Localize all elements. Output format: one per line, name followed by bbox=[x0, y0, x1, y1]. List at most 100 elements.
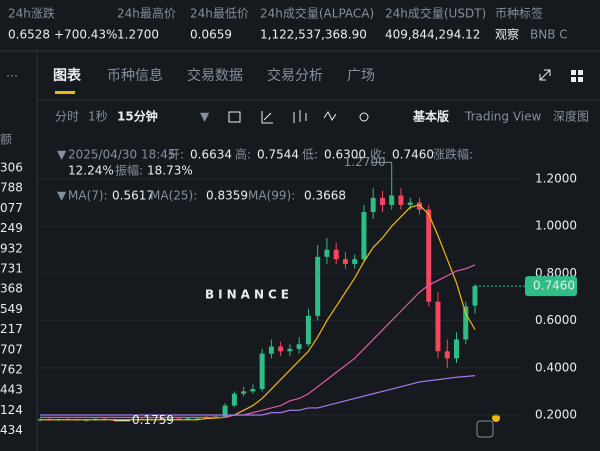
tab[interactable]: 交易数据 bbox=[187, 67, 243, 84]
candle-body bbox=[389, 195, 395, 205]
sidebar-value: 124 bbox=[0, 403, 23, 417]
candle-body bbox=[435, 301, 441, 352]
ma-line bbox=[40, 264, 476, 418]
tab[interactable]: 币种信息 bbox=[107, 67, 163, 84]
y-tick-label: 0.2000 bbox=[535, 408, 577, 422]
sidebar-value: 077 bbox=[0, 201, 23, 215]
candle-body bbox=[278, 346, 284, 352]
min-label: 0.1759 bbox=[132, 413, 174, 427]
sidebar-value: 762 bbox=[0, 363, 23, 377]
interval[interactable]: 15分钟 bbox=[117, 109, 158, 124]
candle-body bbox=[185, 418, 191, 420]
sidebar-header: 额 bbox=[0, 133, 12, 147]
candle-body bbox=[296, 344, 302, 349]
info-value: 0.6300 bbox=[324, 148, 366, 162]
y-tick-label: 0.4000 bbox=[535, 360, 577, 374]
candle-body bbox=[361, 211, 367, 260]
tab[interactable]: 交易分析 bbox=[267, 67, 323, 84]
sidebar-value: 443 bbox=[0, 383, 23, 397]
tag[interactable]: BNB C bbox=[530, 28, 568, 42]
candle-body bbox=[259, 353, 265, 390]
stat-change: +700.43% bbox=[54, 28, 117, 42]
candle-body bbox=[333, 249, 339, 260]
sidebar-value: 249 bbox=[0, 221, 23, 235]
tool-icons[interactable] bbox=[228, 110, 369, 124]
stat-value: 0.0659 bbox=[190, 28, 232, 42]
candle-body bbox=[472, 286, 478, 306]
dropdown-arrow[interactable]: ▼ bbox=[200, 110, 210, 124]
sidebar-value: 217 bbox=[0, 322, 23, 336]
sidebar-value: 932 bbox=[0, 241, 23, 255]
stat-value: 0.6528 bbox=[8, 28, 50, 42]
info-value: 0.7544 bbox=[257, 148, 299, 162]
y-tick-label: 0.6000 bbox=[535, 313, 577, 327]
info-label: 涨跌幅: bbox=[433, 147, 473, 162]
candle-body bbox=[444, 351, 450, 359]
collapse-arrow[interactable]: ▼ bbox=[57, 189, 67, 203]
candle-body bbox=[352, 259, 358, 264]
candle-body bbox=[268, 346, 274, 354]
interval[interactable]: 1秒 bbox=[88, 110, 108, 124]
stat-value: 1.2700 bbox=[117, 28, 159, 42]
candle-body bbox=[370, 197, 376, 212]
ma-value: 0.8359 bbox=[206, 189, 248, 203]
stat-label: 24h成交量(USDT) bbox=[385, 6, 486, 21]
candle-body bbox=[287, 348, 293, 352]
tag[interactable]: 观察 bbox=[495, 28, 519, 42]
sidebar-value: 788 bbox=[0, 181, 23, 195]
sidebar-value: 306 bbox=[0, 161, 23, 175]
candle-body bbox=[416, 202, 422, 210]
candle-body bbox=[241, 391, 247, 394]
candle-body bbox=[167, 418, 173, 420]
ma-label: MA(7): bbox=[68, 189, 108, 203]
info-time: 2025/04/30 18:45 bbox=[68, 148, 176, 162]
tab[interactable]: 广场 bbox=[347, 68, 375, 84]
info-value: 0.6634 bbox=[190, 148, 232, 162]
fullscreen-icon[interactable] bbox=[539, 69, 551, 81]
tags-label: 币种标签 bbox=[495, 6, 543, 21]
ma-value: 0.3668 bbox=[304, 189, 346, 203]
candle-body bbox=[250, 389, 256, 392]
candle-body bbox=[379, 197, 385, 205]
grid-icon[interactable] bbox=[571, 70, 583, 82]
info-value: 18.73% bbox=[147, 164, 193, 178]
max-label: 1.2700 bbox=[344, 155, 386, 169]
mode[interactable]: Trading View bbox=[464, 110, 542, 124]
tool-button[interactable] bbox=[476, 420, 494, 438]
stat-label: 24h涨跌 bbox=[8, 6, 55, 21]
y-tick-label: 1.2000 bbox=[535, 171, 577, 185]
y-tick-label: 1.0000 bbox=[535, 219, 577, 233]
candle-body bbox=[398, 195, 404, 205]
watermark: BINANCE bbox=[205, 288, 293, 302]
indicator-dot bbox=[492, 414, 500, 422]
info-label: 振幅: bbox=[115, 163, 143, 178]
candle-body bbox=[194, 417, 200, 419]
candle-body bbox=[176, 418, 182, 420]
tab[interactable]: 图表 bbox=[53, 67, 82, 84]
candle-body bbox=[463, 306, 469, 340]
info-label: 高: bbox=[235, 147, 251, 162]
candle-body bbox=[222, 405, 228, 417]
sidebar-value: 434 bbox=[0, 423, 23, 437]
stat-label: 24h最高价 bbox=[117, 6, 176, 21]
ma-label: MA(25): bbox=[150, 189, 197, 203]
collapse-arrow[interactable]: ▼ bbox=[57, 148, 67, 162]
ma-value: 0.5617 bbox=[112, 189, 154, 203]
info-value: 0.7460 bbox=[392, 148, 434, 162]
candle-body bbox=[407, 202, 413, 205]
info-label: 开: bbox=[168, 148, 184, 162]
stat-value: 1,122,537,368.90 bbox=[260, 28, 367, 42]
mode[interactable]: 深度图 bbox=[553, 109, 589, 124]
interval[interactable]: 分时 bbox=[55, 110, 79, 124]
mode[interactable]: 基本版 bbox=[412, 109, 449, 124]
sidebar-value: 549 bbox=[0, 302, 23, 316]
candle-body bbox=[342, 259, 348, 264]
last-price-label: 0.7460 bbox=[533, 279, 575, 293]
stat-label: 24h最低价 bbox=[190, 7, 249, 21]
sidebar-value: 368 bbox=[0, 282, 23, 296]
menu-dots[interactable]: ⋯ bbox=[6, 69, 18, 83]
sidebar-value: 707 bbox=[0, 342, 23, 356]
